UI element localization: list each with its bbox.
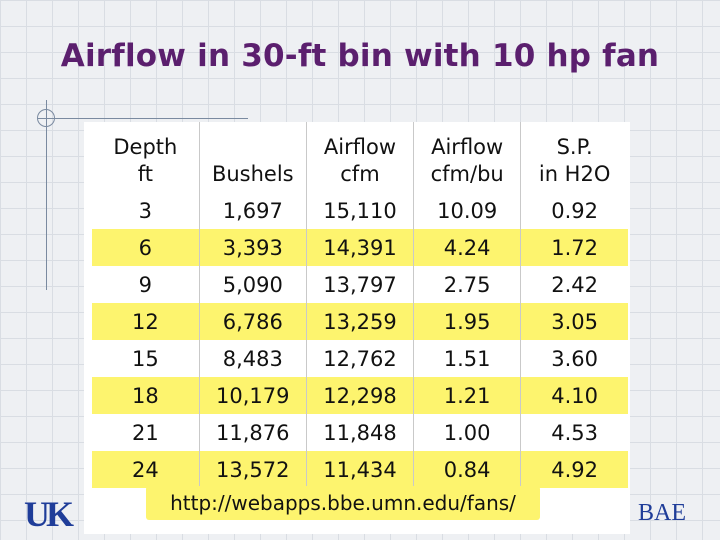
table-row: 9 5,090 13,797 2.75 2.42	[92, 266, 628, 303]
header-static-pressure: S.P. in H2O	[520, 122, 628, 192]
table-row: 21 11,876 11,848 1.00 4.53	[92, 414, 628, 451]
table-header-row: Depth ft Bushels Airflow cfm Airflow cfm/bu…	[92, 122, 628, 192]
table-row: 3 1,697 15,110 10.09 0.92	[92, 192, 628, 229]
cell-airflow-cfm: 11,434	[305, 451, 414, 488]
cell-airflow-cfm: 15,110	[305, 192, 414, 229]
table-row: 6 3,393 14,391 4.24 1.72	[92, 229, 628, 266]
cell-static-pressure: 2.42	[520, 266, 628, 303]
cell-depth: 18	[92, 377, 200, 414]
airflow-table-panel: Depth ft Bushels Airflow cfm Airflow cfm/bu…	[84, 122, 630, 534]
cell-airflow-cfm: 13,259	[305, 303, 414, 340]
cell-airflow-cfm-per-bu: 10.09	[413, 192, 521, 229]
cell-bushels: 13,572	[198, 451, 307, 488]
cell-airflow-cfm: 11,848	[305, 414, 414, 451]
cell-depth: 6	[92, 229, 200, 266]
cell-static-pressure: 3.05	[520, 303, 628, 340]
cell-airflow-cfm: 12,762	[305, 340, 414, 377]
header-bushels: Bushels	[198, 122, 307, 192]
uk-logo: UK	[24, 494, 74, 534]
cell-airflow-cfm-per-bu: 2.75	[413, 266, 521, 303]
source-url-link[interactable]: http://webapps.bbe.umn.edu/fans/	[146, 486, 540, 520]
cell-airflow-cfm-per-bu: 1.00	[413, 414, 521, 451]
decorative-circle	[37, 109, 55, 127]
cell-bushels: 10,179	[198, 377, 307, 414]
cell-static-pressure: 4.10	[520, 377, 628, 414]
cell-bushels: 6,786	[198, 303, 307, 340]
cell-airflow-cfm-per-bu: 4.24	[413, 229, 521, 266]
table-row: 24 13,572 11,434 0.84 4.92	[92, 451, 628, 488]
table-row: 15 8,483 12,762 1.51 3.60	[92, 340, 628, 377]
cell-bushels: 8,483	[198, 340, 307, 377]
cell-bushels: 3,393	[198, 229, 307, 266]
cell-airflow-cfm-per-bu: 0.84	[413, 451, 521, 488]
cell-depth: 3	[138, 198, 153, 223]
cell-depth: 21	[131, 420, 159, 445]
airflow-table: Depth ft Bushels Airflow cfm Airflow cfm/bu…	[92, 122, 628, 488]
cell-airflow-cfm-per-bu: 1.95	[413, 303, 521, 340]
cell-static-pressure: 1.72	[520, 229, 628, 266]
cell-airflow-cfm: 12,298	[305, 377, 414, 414]
cell-static-pressure: 4.53	[520, 414, 628, 451]
cell-airflow-cfm-per-bu: 1.21	[413, 377, 521, 414]
cell-bushels: 1,697	[198, 192, 307, 229]
cell-bushels: 5,090	[198, 266, 307, 303]
bae-label: BAE	[638, 500, 686, 526]
cell-depth: 12	[92, 303, 200, 340]
table-row: 18 10,179 12,298 1.21 4.10	[92, 377, 628, 414]
header-airflow-cfm-per-bu: Airflow cfm/bu	[413, 122, 521, 192]
cell-bushels: 11,876	[198, 414, 307, 451]
cell-static-pressure: 4.92	[520, 451, 628, 488]
slide-title: Airflow in 30-ft bin with 10 hp fan	[60, 38, 660, 74]
header-depth: Depth ft	[113, 135, 178, 186]
decorative-vertical-rule	[46, 100, 47, 290]
cell-depth: 24	[92, 451, 200, 488]
cell-airflow-cfm: 13,797	[305, 266, 414, 303]
table-row: 12 6,786 13,259 1.95 3.05	[92, 303, 628, 340]
cell-depth: 9	[138, 272, 153, 297]
cell-static-pressure: 3.60	[520, 340, 628, 377]
cell-depth: 15	[131, 346, 159, 371]
cell-airflow-cfm-per-bu: 1.51	[413, 340, 521, 377]
decorative-horizontal-rule	[38, 118, 248, 119]
cell-airflow-cfm: 14,391	[305, 229, 414, 266]
header-airflow-cfm: Airflow cfm	[305, 122, 414, 192]
cell-static-pressure: 0.92	[520, 192, 628, 229]
